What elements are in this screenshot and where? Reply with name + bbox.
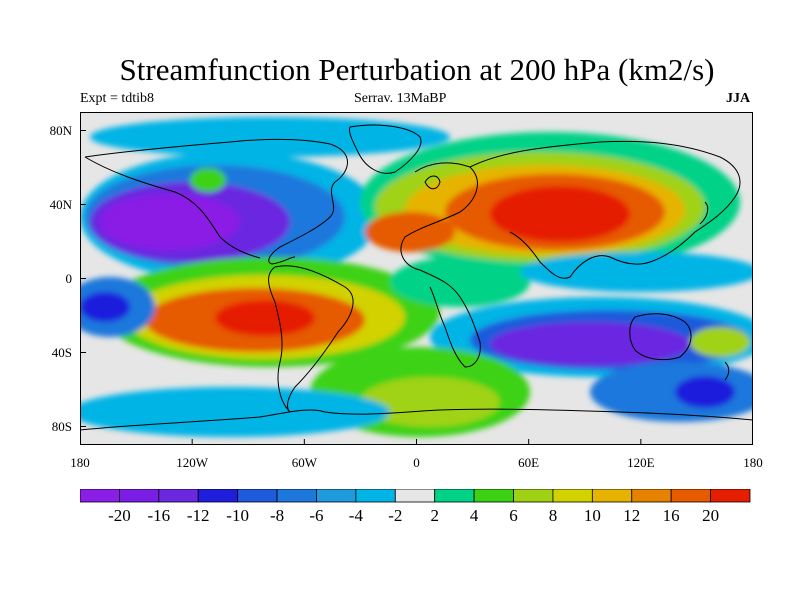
lat-label: 0 [65,270,73,286]
coastlines [80,124,753,431]
satl-core [360,377,500,427]
antarctica-coast [80,408,753,431]
colorbar-label: 2 [430,506,439,525]
colorbar-label: -4 [348,506,363,525]
lon-label: 180 [70,455,90,470]
natl-cell [365,212,455,252]
colorbar-swatch [473,489,514,503]
indo-core [490,322,690,366]
colorbar-swatch [276,489,317,503]
lon-label: 60W [291,455,317,470]
period-label: Serrav. 13MaBP [354,91,447,106]
asia-coast [469,140,741,279]
experiment-label: Expt = tdtib8 [80,91,155,106]
so-core-east [675,376,735,408]
lat-label: 80S [51,418,72,434]
eurasia-core [490,186,630,242]
arctic-band [90,117,450,157]
colorbar-label: -12 [186,506,210,525]
colorbar-label: 6 [509,506,518,525]
lat-label: 40N [49,196,72,212]
colorbar-label: 16 [662,506,680,525]
nz-cell [690,327,750,357]
colorbar-label: -16 [147,506,171,525]
colorbar-swatch [631,489,672,503]
eq-africa [390,257,530,307]
uk-coast [424,175,441,190]
map-title: Streamfunction Perturbation at 200 hPa (… [119,52,715,87]
colorbar-label: 12 [623,506,641,525]
colorbar-label: 8 [548,506,558,525]
map-frame [80,112,753,445]
colorbar-swatch [80,489,120,503]
colorbar-swatch [591,489,633,503]
colorbar-swatch [237,489,278,503]
npac-center [100,194,240,250]
colorbar-swatch [197,489,239,503]
europe-africa-coast [400,162,481,368]
colorbar-label: -10 [226,506,249,525]
alaska-cell [190,168,226,192]
colorbar-swatch [434,489,475,503]
colorbar-swatch [158,489,199,503]
season-label: JJA [726,91,751,106]
colorbar-label: -2 [388,506,403,525]
colorbar-label: 20 [702,506,720,525]
colorbar-label: -6 [309,506,324,525]
colorbar-swatch [119,489,160,503]
colorbar-swatch [316,489,357,503]
lat-label: 40S [51,344,72,360]
colorbar-swatch [355,489,396,503]
eq-indian [520,252,753,292]
lon-label: 120E [627,455,655,470]
nz-coast [724,361,730,381]
streamfunction-map [80,112,753,445]
wpac-core [80,292,130,322]
colorbar-swatch [513,489,554,503]
colorbar-swatch [710,489,751,503]
colorbar-label: -20 [108,506,131,525]
so-band-west [80,387,390,437]
lon-label: 180 [743,455,763,470]
colorbar [80,489,751,503]
south-america-coast [268,265,354,413]
colorbar-label: 4 [469,506,479,525]
australia-coast [629,313,692,361]
lon-label: 60E [518,455,540,470]
colorbar-label: 10 [583,506,601,525]
colorbar-swatch [552,489,593,503]
lon-label: 120W [176,455,209,470]
sam-core [215,300,315,336]
lat-label: 80N [49,122,72,138]
colorbar-swatch [670,489,711,503]
japan-coast [699,201,709,225]
lon-label: 0 [413,455,420,470]
colorbar-swatch [394,489,436,503]
colorbar-label: -8 [269,506,285,525]
north-america-west [84,156,261,259]
north-america-coast [84,138,348,265]
greenland-coast [349,124,422,174]
